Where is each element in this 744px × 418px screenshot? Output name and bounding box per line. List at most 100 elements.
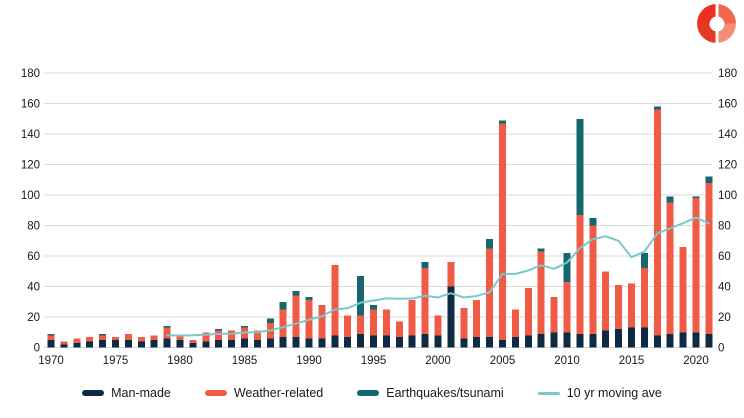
legend-item-moving-average: 10 yr moving ave — [537, 387, 662, 400]
bar-segment — [266, 338, 274, 348]
bar-segment — [163, 327, 171, 339]
bar-segment — [705, 333, 713, 348]
bar-segment — [421, 268, 429, 334]
bar-segment — [215, 339, 223, 348]
bar-segment — [357, 333, 365, 348]
bar-segment — [305, 338, 313, 348]
bar-segment — [189, 339, 197, 343]
legend-label-man-made: Man-made — [111, 386, 171, 400]
bar-segment — [550, 332, 558, 348]
bar-segment — [499, 339, 506, 348]
bar-segment — [99, 339, 107, 348]
bar-segment — [563, 252, 571, 282]
bar-segment — [692, 196, 700, 199]
x-tick: 1980 — [167, 355, 193, 367]
bar-segment — [202, 332, 210, 342]
bar-segment — [370, 304, 377, 310]
bar-segment — [589, 217, 597, 226]
y-tick-right: 140 — [718, 129, 737, 141]
x-tick: 2015 — [619, 355, 645, 367]
bar-segment — [305, 297, 313, 301]
x-tick: 2020 — [683, 355, 709, 367]
bar-segment — [576, 118, 584, 215]
bar-segment — [408, 300, 416, 336]
x-tick: 1990 — [296, 355, 322, 367]
bar-segment — [163, 326, 171, 328]
bar-segment — [344, 336, 352, 348]
bar-segment — [537, 333, 545, 348]
bar-segment — [408, 335, 416, 348]
bar-segment — [47, 333, 55, 336]
bar-segment — [112, 336, 119, 340]
bar-segment — [318, 338, 326, 348]
bar-segment — [524, 335, 532, 348]
bar-segment — [318, 304, 326, 339]
bar-segment — [344, 315, 352, 337]
bar-segment — [279, 309, 287, 337]
bar-segment — [292, 295, 300, 337]
gridlines — [44, 72, 712, 348]
bar-segment — [228, 330, 236, 340]
man-made-swatch-icon — [82, 390, 105, 397]
bar-segment — [434, 315, 442, 336]
bar-segment — [395, 321, 403, 337]
bar-segment — [615, 284, 623, 330]
bar-segment — [357, 315, 365, 334]
y-axis-tick-labels: 0 0 20 20 40 40 60 60 80 80 100 100 120 120 140 140 160 1… — [21, 68, 737, 355]
bar-segment — [215, 330, 223, 340]
bar-segment — [421, 262, 429, 269]
bar-segment — [524, 288, 532, 336]
bar-segment — [150, 339, 158, 348]
y-tick-left: 40 — [27, 282, 40, 294]
bar-segment — [499, 120, 506, 124]
bar-segment — [124, 333, 132, 340]
bar-segment — [640, 327, 648, 348]
bar-segment — [292, 291, 300, 296]
x-axis-tick-labels: 1970 1975 1980 1985 1990 1995 2000 2005 2010 2015… — [38, 355, 709, 367]
x-tick: 2000 — [425, 355, 451, 367]
bar-segment — [202, 341, 210, 348]
bar-segment — [137, 336, 145, 342]
bar-segment — [112, 339, 119, 348]
y-tick-left: 140 — [21, 129, 40, 141]
bar-segment — [447, 262, 455, 287]
bar-segment — [563, 332, 571, 348]
y-tick-left: 120 — [21, 160, 40, 172]
swiss-re-logo-icon — [697, 4, 736, 43]
bar-segment — [653, 109, 661, 336]
bar-segment — [653, 335, 661, 348]
bar-segment — [615, 329, 623, 348]
bar-segment — [653, 106, 661, 110]
bar-segment — [241, 326, 248, 328]
x-tick: 2005 — [490, 355, 516, 367]
stacked-bars — [47, 106, 713, 348]
bar-segment — [473, 300, 481, 337]
moving-average-line — [166, 216, 710, 337]
bar-segment — [331, 335, 339, 348]
legend-item-earthquakes-tsunami: Earthquakes/tsunami — [357, 387, 504, 400]
bar-segment — [241, 338, 248, 348]
y-tick-right: 60 — [718, 251, 731, 263]
y-tick-right: 40 — [718, 282, 731, 294]
x-tick: 1985 — [232, 355, 258, 367]
bar-segment — [679, 246, 687, 333]
y-tick-left: 160 — [21, 99, 40, 111]
bar-segment — [705, 182, 713, 334]
bar-segment — [176, 335, 184, 340]
y-tick-left: 20 — [27, 312, 40, 324]
y-tick-right: 0 — [718, 343, 724, 355]
bar-segment — [550, 297, 558, 333]
bar-segment — [176, 339, 184, 348]
bar-segment — [589, 225, 597, 334]
y-tick-left: 100 — [21, 190, 40, 202]
y-tick-right: 180 — [718, 68, 737, 80]
bar-segment — [447, 286, 455, 348]
bar-segment — [628, 283, 635, 328]
bar-segment — [73, 338, 81, 343]
earthquakes-tsunami-swatch-icon — [357, 390, 380, 397]
bar-segment — [666, 202, 674, 334]
bar-segment — [460, 338, 468, 348]
bar-segment — [692, 332, 700, 348]
